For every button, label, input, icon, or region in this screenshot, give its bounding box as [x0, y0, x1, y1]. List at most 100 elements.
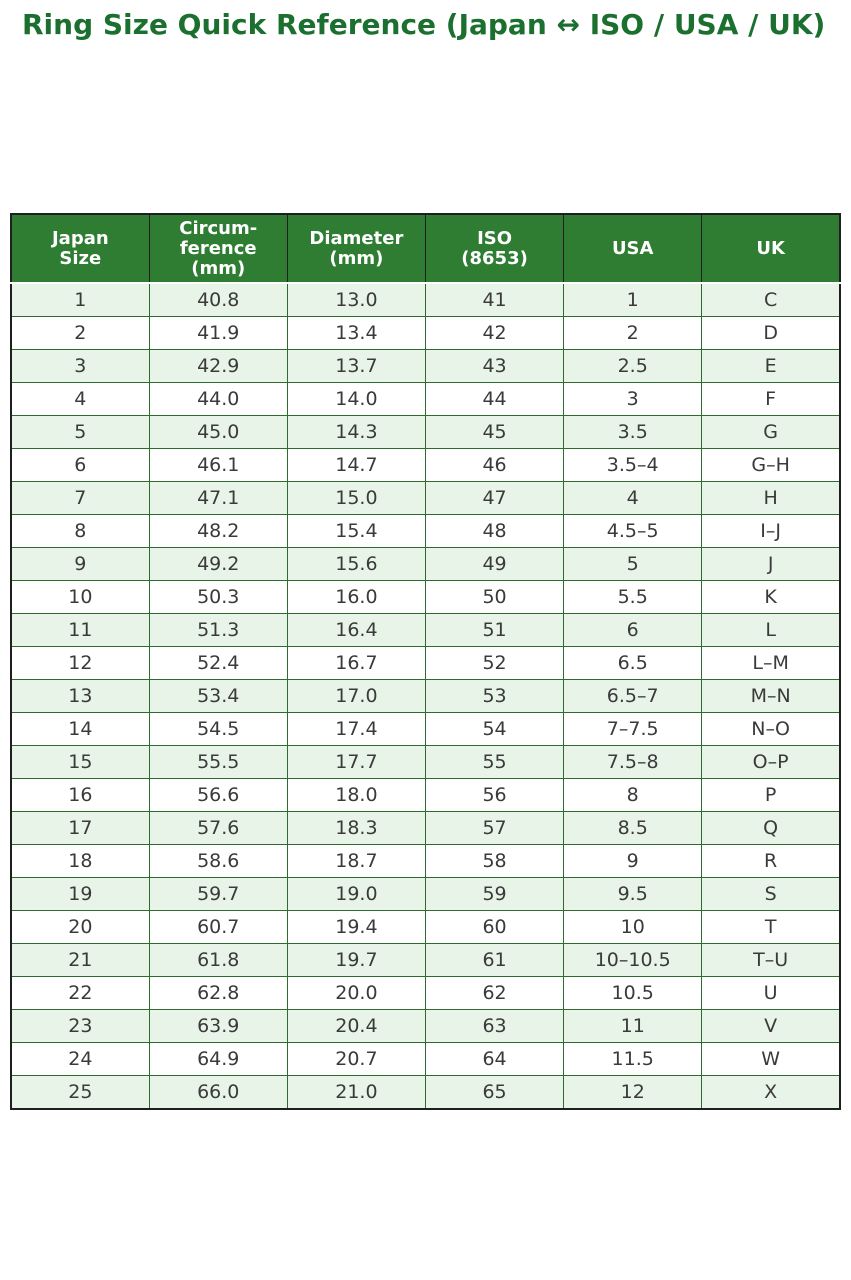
- table-cell: 54.5: [148, 712, 288, 747]
- table-cell: 16: [10, 778, 150, 813]
- table-cell: S: [701, 877, 841, 912]
- table-row: 9 49.2 15.6 49 5 J: [10, 547, 841, 582]
- table-header-row: Japan Size Circum- ference (mm) Diameter…: [10, 213, 841, 285]
- table-cell: V: [701, 1009, 841, 1044]
- table-cell: 8: [563, 778, 703, 813]
- table-cell: 58.6: [148, 844, 288, 879]
- table-cell: 11.5: [563, 1042, 703, 1077]
- table-cell: 55.5: [148, 745, 288, 780]
- table-cell: G–H: [701, 448, 841, 483]
- table-cell: 15: [10, 745, 150, 780]
- table-cell: 5: [10, 415, 150, 450]
- table-cell: 14.0: [286, 382, 426, 417]
- table-cell: K: [701, 580, 841, 615]
- table-cell: 52: [424, 646, 565, 681]
- table-cell: X: [701, 1075, 841, 1110]
- table-row: 8 48.2 15.4 48 4.5–5 I–J: [10, 514, 841, 549]
- page-title: Ring Size Quick Reference (Japan ↔ ISO /…: [22, 8, 826, 41]
- table-cell: 16.4: [286, 613, 426, 648]
- table-cell: 5: [563, 547, 703, 582]
- table-row: 23 63.9 20.4 63 11 V: [10, 1009, 841, 1044]
- table-cell: 47.1: [148, 481, 288, 516]
- table-row: 1 40.8 13.0 41 1 C: [10, 282, 841, 318]
- table-cell: 23: [10, 1009, 150, 1044]
- table-cell: G: [701, 415, 841, 450]
- table-row: 2 41.9 13.4 42 2 D: [10, 316, 841, 351]
- table-cell: 20.0: [286, 976, 426, 1011]
- table-cell: 4: [10, 382, 150, 417]
- table-cell: 53.4: [148, 679, 288, 714]
- table-cell: 66.0: [148, 1075, 288, 1110]
- table-cell: 13.7: [286, 349, 426, 384]
- table-cell: 2: [10, 316, 150, 351]
- table-cell: 54: [424, 712, 565, 747]
- table-cell: 63.9: [148, 1009, 288, 1044]
- table-cell: 3: [563, 382, 703, 417]
- table-body: 1 40.8 13.0 41 1 C 2 41.9 13.4 42 2 D 3 42.9 13.7 43 2.5…: [10, 282, 841, 1110]
- table-cell: 14.3: [286, 415, 426, 450]
- table-cell: 52.4: [148, 646, 288, 681]
- table-cell: 49: [424, 547, 565, 582]
- table-cell: 18.0: [286, 778, 426, 813]
- table-row: 21 61.8 19.7 61 10–10.5 T–U: [10, 943, 841, 978]
- table-cell: 51: [424, 613, 565, 648]
- column-header-iso: ISO (8653): [424, 213, 565, 285]
- table-cell: 43: [424, 349, 565, 384]
- table-cell: 49.2: [148, 547, 288, 582]
- table-cell: 58: [424, 844, 565, 879]
- table-cell: P: [701, 778, 841, 813]
- table-cell: 9.5: [563, 877, 703, 912]
- table-cell: 65: [424, 1075, 565, 1110]
- table-cell: 7: [10, 481, 150, 516]
- table-cell: 9: [10, 547, 150, 582]
- table-cell: 57.6: [148, 811, 288, 846]
- table-row: 16 56.6 18.0 56 8 P: [10, 778, 841, 813]
- table-cell: 16.7: [286, 646, 426, 681]
- table-cell: 14: [10, 712, 150, 747]
- table-cell: 63: [424, 1009, 565, 1044]
- table-row: 7 47.1 15.0 47 4 H: [10, 481, 841, 516]
- table-cell: R: [701, 844, 841, 879]
- table-cell: 19: [10, 877, 150, 912]
- table-cell: 11: [10, 613, 150, 648]
- table-row: 11 51.3 16.4 51 6 L: [10, 613, 841, 648]
- table-cell: 9: [563, 844, 703, 879]
- table-cell: 57: [424, 811, 565, 846]
- table-cell: L–M: [701, 646, 841, 681]
- table-cell: 46.1: [148, 448, 288, 483]
- table-row: 4 44.0 14.0 44 3 F: [10, 382, 841, 417]
- table-cell: 45.0: [148, 415, 288, 450]
- table-row: 22 62.8 20.0 62 10.5 U: [10, 976, 841, 1011]
- table-row: 12 52.4 16.7 52 6.5 L–M: [10, 646, 841, 681]
- table-cell: 53: [424, 679, 565, 714]
- table-cell: 46: [424, 448, 565, 483]
- table-row: 19 59.7 19.0 59 9.5 S: [10, 877, 841, 912]
- table-cell: 24: [10, 1042, 150, 1077]
- table-cell: 61.8: [148, 943, 288, 978]
- table-row: 18 58.6 18.7 58 9 R: [10, 844, 841, 879]
- table-cell: 13: [10, 679, 150, 714]
- table-cell: 18.7: [286, 844, 426, 879]
- table-cell: 8: [10, 514, 150, 549]
- table-cell: 60.7: [148, 910, 288, 945]
- table-cell: H: [701, 481, 841, 516]
- table-cell: 6: [10, 448, 150, 483]
- table-row: 15 55.5 17.7 55 7.5–8 O–P: [10, 745, 841, 780]
- table-cell: 59: [424, 877, 565, 912]
- table-cell: 11: [563, 1009, 703, 1044]
- table-cell: M–N: [701, 679, 841, 714]
- table-cell: 44.0: [148, 382, 288, 417]
- table-row: 3 42.9 13.7 43 2.5 E: [10, 349, 841, 384]
- table-cell: L: [701, 613, 841, 648]
- table-cell: 48: [424, 514, 565, 549]
- table-cell: 42: [424, 316, 565, 351]
- table-cell: 6.5: [563, 646, 703, 681]
- table-cell: 61: [424, 943, 565, 978]
- table-cell: 5.5: [563, 580, 703, 615]
- table-cell: J: [701, 547, 841, 582]
- table-cell: U: [701, 976, 841, 1011]
- table-cell: F: [701, 382, 841, 417]
- table-cell: 17.7: [286, 745, 426, 780]
- table-cell: 13.4: [286, 316, 426, 351]
- table-cell: 60: [424, 910, 565, 945]
